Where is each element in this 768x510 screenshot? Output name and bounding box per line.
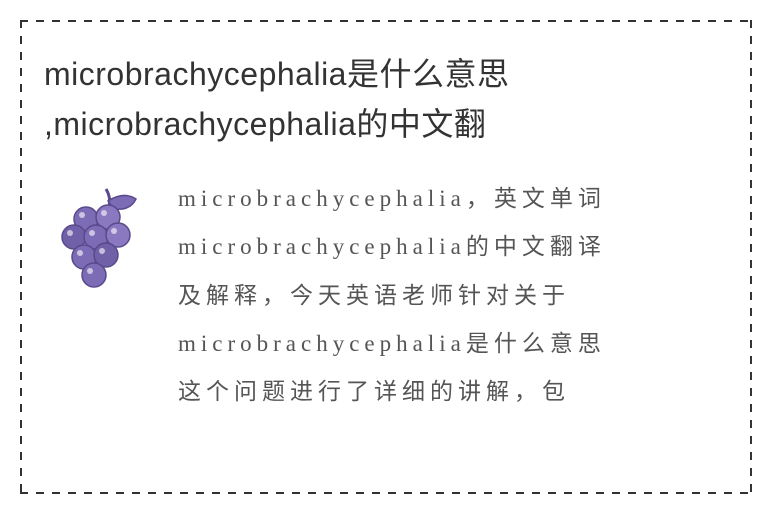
border-top <box>20 20 752 22</box>
content-area: microbrachycephalia是什么意思 ,microbrachycep… <box>44 50 728 417</box>
body-row: microbrachycephalia，英文单词 microbrachyceph… <box>44 175 728 416</box>
desc-line-2: microbrachycephalia的中文翻译 <box>178 234 606 259</box>
page-title: microbrachycephalia是什么意思 ,microbrachycep… <box>44 50 728 149</box>
desc-line-1: microbrachycephalia，英文单词 <box>178 186 606 211</box>
desc-line-3: 及解释，今天英语老师针对关于 <box>178 283 570 308</box>
title-line-1: microbrachycephalia是什么意思 <box>44 56 509 92</box>
desc-line-5: 这个问题进行了详细的讲解，包 <box>178 379 570 404</box>
border-bottom <box>20 492 752 494</box>
title-line-2: ,microbrachycephalia的中文翻 <box>44 106 486 142</box>
border-left <box>20 20 22 494</box>
description-text: microbrachycephalia，英文单词 microbrachyceph… <box>178 175 728 416</box>
grapes-icon <box>44 181 154 291</box>
desc-line-4: microbrachycephalia是什么意思 <box>178 331 606 356</box>
border-right <box>750 20 752 494</box>
